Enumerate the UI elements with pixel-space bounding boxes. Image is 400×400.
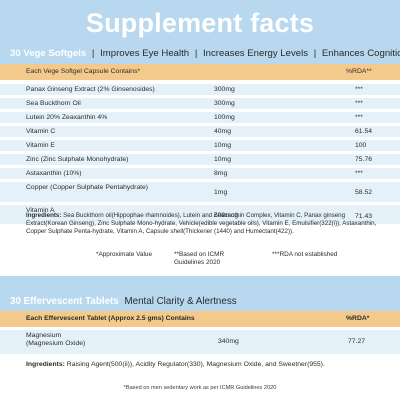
ingredient-amount: 40mg — [214, 128, 232, 135]
ingredient-name: Vitamin C — [26, 128, 56, 135]
ingredient-amount: 340mg — [218, 338, 239, 345]
claim-eye-health: Improves Eye Health — [100, 48, 190, 59]
table-row: Vitamin E 10mg 100 — [0, 140, 400, 151]
softgel-facts-card: Each Vege Softgel Capsule Contains* %RDA… — [0, 64, 400, 276]
table-row: Lutein 20% Zeaxanthin 4% 100mg *** — [0, 112, 400, 123]
ingredients-text: Sea Buckthorn oil(Hippophae rhamnoides),… — [26, 212, 377, 236]
ingredient-amount: 10mg — [214, 142, 232, 149]
ingredient-rda: 100 — [355, 142, 367, 149]
table-row: Sea Buckthorn Oil 300mg *** — [0, 98, 400, 109]
ingredient-amount: 10mg — [214, 156, 232, 163]
ingredient-rda: *** — [355, 86, 363, 93]
claim-energy: Increases Energy Levels — [202, 48, 309, 59]
ingredient-rda: *** — [355, 114, 363, 121]
page-title: Supplement facts — [85, 8, 315, 38]
ingredient-rda: 77.27 — [348, 338, 366, 345]
ingredient-rda: 71.43 — [355, 213, 373, 220]
ingredient-rda: 61.54 — [355, 128, 373, 135]
ingredient-name: Magnesium (Magnesium Oxide) — [26, 332, 85, 348]
claim-separator: | — [91, 48, 95, 59]
product-claims: 30 Vege Softgels | Improves Eye Health |… — [10, 48, 400, 59]
ingredient-rda: *** — [355, 170, 363, 177]
ingredient-name: Panax Ginseng Extract (2% Ginsenosides) — [26, 86, 155, 93]
table-row: Vitamin C 40mg 61.54 — [0, 126, 400, 137]
effervescent-table-header: Each Effervescent Tablet (Approx 2.5 gms… — [0, 311, 400, 327]
table-row: Copper (Copper Sulphate Pentahydrate) 1m… — [0, 182, 400, 202]
ingredient-name: Vitamin E — [26, 142, 55, 149]
footnote: *Based on men sedentary work as per ICMR… — [123, 385, 277, 391]
ingredient-name-line2: (Magnesium Oxide) — [26, 340, 86, 348]
note-rda-not-established: ***RDA not established — [272, 251, 338, 258]
claim-separator: | — [313, 48, 317, 59]
ingredient-name: Copper (Copper Sulphate Pentahydrate) — [26, 184, 149, 191]
table-row: Magnesium (Magnesium Oxide) 340mg 77.27 — [0, 330, 400, 354]
note-approximate: *Approximate Value — [96, 251, 153, 258]
ingredient-amount: 100mg — [214, 114, 235, 121]
table-row: Astaxanthin (10%) 8mg *** — [0, 168, 400, 179]
ingredients-text: Raising Agent(500(ii)), Acidity Regulato… — [64, 361, 325, 368]
softgel-table-header: Each Vege Softgel Capsule Contains* %RDA… — [0, 64, 400, 80]
note-icmr: **Based on ICMR Guidelines 2020 — [174, 251, 225, 266]
ingredients-label: Ingredients: — [26, 212, 62, 219]
ingredient-amount: 1mg — [214, 189, 228, 196]
ingredient-name: Lutein 20% Zeaxanthin 4% — [26, 114, 108, 121]
ingredient-name: Zinc (Zinc Sulphate Monohydrate) — [26, 156, 129, 163]
ingredient-name: Astaxanthin (10%) — [26, 170, 82, 177]
ingredient-rda: 75.76 — [355, 156, 373, 163]
claim-separator: | — [194, 48, 198, 59]
tablet-benefit: Mental Clarity & Alertness — [124, 296, 237, 307]
ingredient-name: Sea Buckthorn Oil — [26, 100, 81, 107]
effervescent-header-rda: %RDA* — [346, 315, 370, 322]
claim-cognition: Enhances Cognition — [321, 48, 400, 59]
effervescent-header-label: Each Effervescent Tablet (Approx 2.5 gms… — [26, 315, 195, 322]
ingredient-amount: 600mcg — [214, 212, 239, 219]
ingredient-name: Vitamin A — [26, 207, 55, 214]
effervescent-facts-card: Each Effervescent Tablet (Approx 2.5 gms… — [0, 311, 400, 400]
table-row: Zinc (Zinc Sulphate Monohydrate) 10mg 75… — [0, 154, 400, 165]
table-row: Panax Ginseng Extract (2% Ginsenosides) … — [0, 84, 400, 95]
effervescent-section-title: 30 Effervescent Tablets Mental Clarity &… — [10, 296, 237, 307]
ingredient-rda: *** — [355, 100, 363, 107]
softgel-count: 30 Vege Softgels — [10, 48, 87, 59]
softgel-header-label: Each Vege Softgel Capsule Contains* — [26, 68, 141, 75]
table-row: Vitamin A 600mcg 71.43 — [0, 205, 400, 224]
ingredient-amount: 300mg — [214, 100, 235, 107]
ingredients-label: Ingredients: — [26, 361, 65, 368]
effervescent-ingredients: Ingredients: Raising Agent(500(ii)), Aci… — [26, 361, 386, 370]
softgel-ingredients: Ingredients: Sea Buckthorn oil(Hippophae… — [26, 212, 381, 236]
ingredient-rda: 58.52 — [355, 189, 373, 196]
ingredient-name-line1: Magnesium — [26, 332, 62, 339]
tablet-count: 30 Effervescent Tablets — [10, 296, 119, 307]
ingredient-amount: 300mg — [214, 86, 235, 93]
softgel-header-rda: %RDA** — [346, 68, 372, 75]
ingredient-amount: 8mg — [214, 170, 228, 177]
